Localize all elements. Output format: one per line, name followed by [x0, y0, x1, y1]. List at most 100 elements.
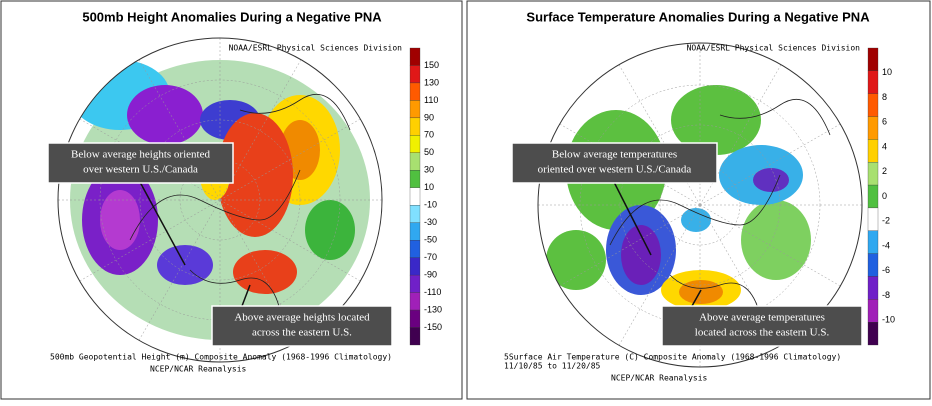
colorbar-swatch [409, 135, 421, 153]
anomaly-region [127, 85, 203, 145]
callout-text: across the eastern U.S. [252, 327, 352, 339]
meridian [219, 199, 302, 341]
meridian [138, 199, 221, 341]
panel: Surface Temperature Anomalies During a N… [504, 9, 895, 382]
callout-text: Above average temperatures [699, 312, 825, 324]
callout-text: Below average temperatures [552, 149, 677, 161]
anomaly-region [681, 208, 711, 232]
callout-box [47, 142, 234, 184]
colorbar-swatch [409, 327, 421, 346]
credit: NOAA/ESRL Physical Sciences Division [229, 44, 403, 53]
colorbar-swatch [409, 152, 421, 171]
meridian [699, 204, 782, 346]
colorbar-label: -90 [424, 269, 437, 279]
colorbar-swatch [867, 47, 879, 71]
callout-text: Below average heights oriented [71, 149, 210, 161]
colorbar-label: -4 [882, 240, 890, 250]
colorbar-label: -30 [424, 217, 437, 227]
colorbar-swatch [867, 93, 879, 117]
colorbar-swatch [867, 116, 879, 140]
colorbar-label: 6 [882, 117, 887, 127]
colorbar-label: 4 [882, 141, 887, 151]
colorbar-label: -150 [424, 322, 442, 332]
anomaly-region [753, 168, 789, 192]
meridian [699, 204, 841, 287]
callout-arrow [241, 284, 251, 307]
colorbar-label: -2 [882, 216, 890, 226]
colorbar-swatch [409, 117, 421, 136]
meridian [618, 204, 701, 346]
colorbar-swatch [409, 82, 421, 101]
meridian [219, 59, 302, 201]
colorbar-swatch [409, 187, 421, 206]
panel-title: 500mb Height Anomalies During a Negative… [82, 9, 382, 24]
map [58, 38, 382, 362]
colorbar-label: -110 [424, 287, 441, 297]
callout-text: over western U.S./Canada [83, 164, 198, 176]
callout-arrow [139, 182, 186, 266]
credit: NOAA/ESRL Physical Sciences Division [687, 44, 861, 53]
colorbar-swatch [409, 205, 421, 223]
anomaly-region [217, 113, 293, 237]
coastline [129, 94, 351, 311]
footer: NCEP/NCAR Reanalysis [150, 365, 247, 374]
colorbar-swatch [867, 70, 879, 94]
colorbar-swatch [867, 162, 879, 186]
callout-arrow [691, 289, 702, 307]
map-outline [537, 42, 863, 368]
colorbar-label: 90 [424, 112, 434, 122]
anomaly-region [671, 85, 761, 155]
meridian [618, 64, 701, 206]
meridian [79, 199, 221, 282]
panel-title: Surface Temperature Anomalies During a N… [526, 9, 870, 24]
colorbar-label: 8 [882, 92, 887, 102]
colorbar-swatch [867, 230, 879, 254]
colorbar-label: 130 [424, 77, 439, 87]
colorbar-label: -10 [882, 315, 895, 325]
callout-text: Above average heights located [234, 312, 370, 324]
colorbar-label: 110 [424, 95, 438, 105]
colorbar-swatch [867, 253, 879, 277]
anomaly-region [233, 250, 297, 294]
colorbar-label: 30 [424, 165, 434, 175]
colorbar-swatch [409, 100, 421, 119]
anomaly-region [100, 190, 140, 250]
colorbar-label: -50 [424, 235, 437, 245]
colorbar-label: 10 [424, 182, 434, 192]
colorbar-swatch [409, 170, 421, 188]
callout-text: located across the eastern U.S. [695, 327, 830, 339]
meridian [219, 118, 361, 201]
callout-box [211, 305, 393, 347]
anomaly-region [679, 280, 723, 304]
colorbar-swatch [867, 139, 879, 163]
meridian [138, 59, 221, 201]
caption: 11/10/85 to 11/20/85 [504, 362, 601, 371]
colorbar-swatch [867, 299, 879, 323]
anomaly-region [741, 200, 811, 280]
meridian [699, 64, 782, 206]
colorbar-label: 10 [882, 67, 892, 77]
coastline [609, 99, 831, 316]
map [538, 43, 862, 367]
colorbar-swatch [867, 276, 879, 300]
anomaly-region [621, 225, 661, 285]
colorbar-swatch [409, 240, 421, 258]
callout-text: oriented over western U.S./Canada [538, 164, 692, 176]
meridian [559, 204, 701, 287]
anomaly-region [546, 230, 606, 290]
colorbar-swatch [409, 292, 421, 311]
colorbar-label: -130 [424, 304, 442, 314]
panel: 500mb Height Anomalies During a Negative… [47, 9, 442, 374]
callout-box [661, 305, 863, 347]
colorbar-label: -10 [424, 200, 437, 210]
colorbar-label: -70 [424, 252, 437, 262]
colorbar-swatch [867, 184, 879, 209]
colorbar-label: 2 [882, 166, 887, 176]
anomaly-region [305, 200, 355, 260]
caption: 500mb Geopotential Height (m) Composite … [50, 353, 392, 362]
colorbar-label: -8 [882, 290, 890, 300]
colorbar-label: 70 [424, 130, 434, 140]
colorbar-swatch [409, 309, 421, 328]
footer: NCEP/NCAR Reanalysis [611, 374, 708, 383]
